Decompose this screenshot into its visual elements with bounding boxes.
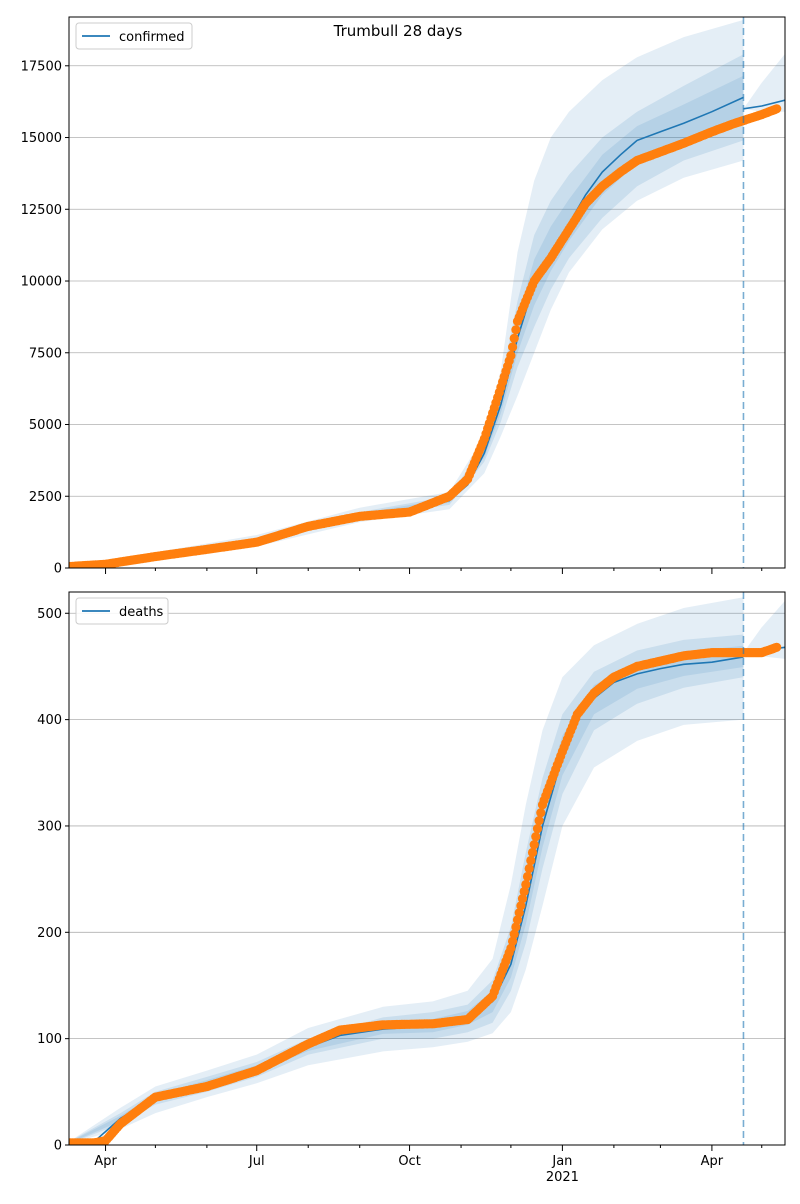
- chart-title: Trumbull 28 days: [333, 22, 463, 40]
- x-tick-year-label: 2021: [546, 1170, 579, 1185]
- observed-point: [514, 908, 524, 918]
- band-outer: [69, 19, 744, 568]
- y-tick-label: 2500: [29, 490, 62, 505]
- observed-point: [522, 871, 533, 882]
- observed-point: [534, 816, 544, 826]
- legend-label: confirmed: [119, 30, 185, 45]
- legend: deaths: [75, 597, 169, 625]
- axes-frame: [68, 16, 786, 569]
- y-tick-label: 400: [37, 713, 62, 728]
- observed-point: [536, 808, 546, 818]
- observed-point: [772, 642, 782, 652]
- observed-point: [516, 901, 526, 911]
- observed-point: [532, 824, 543, 834]
- y-tick-label: 17500: [21, 59, 62, 74]
- model-tail-line: [743, 99, 785, 110]
- observed-point: [517, 894, 528, 904]
- x-tick-label: Oct: [398, 1154, 420, 1169]
- y-tick-label: 5000: [29, 418, 62, 433]
- x-tick-label: Jan: [551, 1154, 572, 1169]
- legend-box: [75, 22, 193, 50]
- observed-point: [531, 832, 541, 842]
- observed-point: [506, 943, 516, 953]
- axes-frame: [68, 591, 786, 1146]
- band-core: [69, 75, 744, 568]
- observed-series: [69, 642, 782, 1145]
- observed-point: [512, 915, 523, 925]
- legend-label: deaths: [119, 605, 164, 620]
- y-tick-label: 12500: [21, 203, 62, 218]
- observed-point: [511, 922, 521, 932]
- y-tick-label: 0: [54, 562, 62, 577]
- band-inner: [69, 634, 744, 1144]
- y-tick-label: 7500: [29, 346, 62, 361]
- y-tick-label: 500: [37, 607, 62, 622]
- y-tick-label: 100: [37, 1032, 62, 1047]
- band-inner: [69, 54, 744, 568]
- x-tick-label: Apr: [701, 1154, 724, 1169]
- y-tick-label: 0: [54, 1139, 62, 1154]
- observed-series: [69, 104, 782, 568]
- tail-band: [743, 53, 785, 112]
- observed-point: [524, 863, 534, 874]
- confirmed-panel: 0 2500 5000 7500 10000 12500 15000 17500 confirm…: [21, 16, 786, 577]
- x-tick-label: Apr: [94, 1154, 117, 1169]
- observed-point: [526, 855, 536, 866]
- observed-point: [507, 936, 518, 946]
- x-tick-label: Jul: [248, 1154, 265, 1169]
- y-tick-label: 10000: [21, 275, 62, 290]
- legend-box: [75, 597, 169, 625]
- observed-point: [519, 886, 529, 897]
- observed-point: [506, 351, 516, 361]
- y-tick-label: 300: [37, 819, 62, 834]
- plot-area: [69, 592, 785, 1145]
- observed-point: [507, 342, 518, 352]
- observed-point: [509, 333, 519, 343]
- observed-point: [527, 847, 538, 858]
- observed-point: [772, 104, 782, 114]
- y-tick-label: 15000: [21, 131, 62, 146]
- observed-point: [529, 840, 539, 850]
- plot-area: [69, 17, 785, 568]
- legend: confirmed: [75, 22, 193, 50]
- y-tick-label: 200: [37, 926, 62, 941]
- band-outer: [69, 597, 744, 1144]
- observed-point: [511, 325, 521, 335]
- observed-point: [521, 879, 531, 890]
- observed-point: [509, 929, 519, 939]
